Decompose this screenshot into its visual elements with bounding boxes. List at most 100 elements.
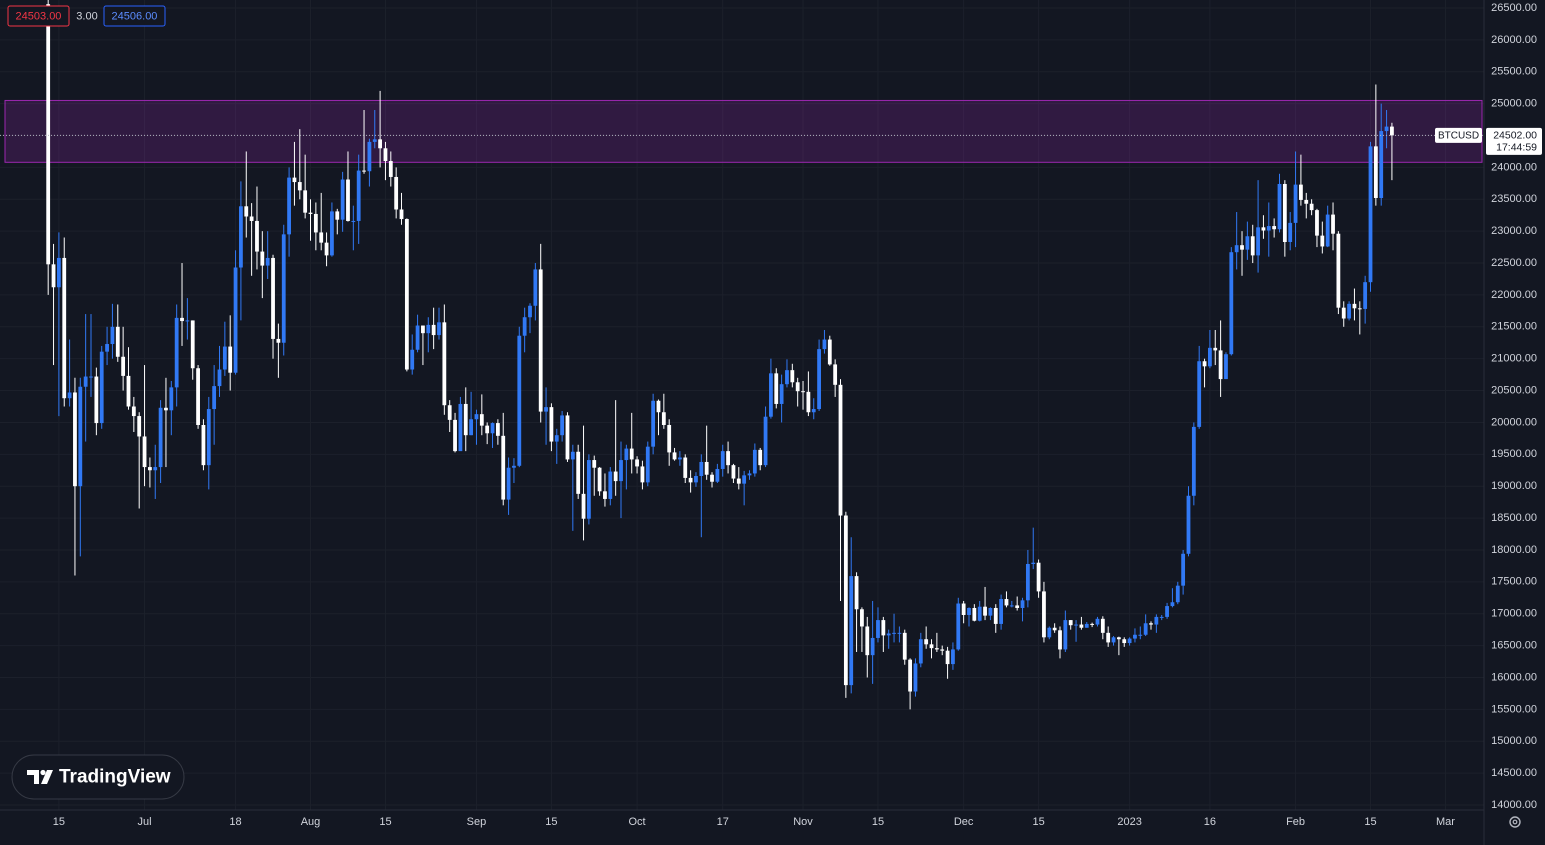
candle-body bbox=[843, 515, 848, 686]
candle-body bbox=[94, 376, 99, 424]
candle-body bbox=[1293, 184, 1298, 223]
candle-body bbox=[983, 606, 987, 616]
candle-body bbox=[517, 335, 522, 466]
candle-body bbox=[99, 351, 104, 424]
y-tick-label: 18500.00 bbox=[1491, 512, 1537, 524]
candle-body bbox=[1058, 630, 1062, 650]
candle-body bbox=[324, 242, 329, 256]
candle-body bbox=[458, 403, 463, 452]
candle-body bbox=[62, 257, 67, 399]
y-tick-label: 18000.00 bbox=[1491, 544, 1537, 556]
candle-body bbox=[1004, 599, 1009, 606]
x-tick-label: Feb bbox=[1286, 816, 1305, 828]
candle-body bbox=[1138, 634, 1143, 636]
candle-body bbox=[683, 457, 688, 478]
candle-body bbox=[1015, 605, 1020, 608]
candle-body bbox=[1186, 495, 1191, 554]
candle-body bbox=[421, 325, 425, 334]
candle-body bbox=[196, 368, 200, 425]
candle-body bbox=[1111, 637, 1116, 643]
candle-body bbox=[838, 384, 843, 516]
candle-body bbox=[174, 317, 179, 388]
candle-body bbox=[1309, 203, 1314, 211]
candle-body bbox=[287, 177, 291, 235]
candle-body bbox=[785, 370, 789, 385]
candle-body bbox=[1074, 624, 1078, 626]
candle-body bbox=[1181, 553, 1186, 586]
spread: 3.00 bbox=[76, 10, 97, 22]
candle-body bbox=[929, 644, 934, 649]
candle-body bbox=[860, 609, 864, 627]
candle-body bbox=[206, 409, 211, 466]
candle-body bbox=[292, 177, 297, 183]
candle-body bbox=[474, 414, 479, 420]
candle-body bbox=[222, 346, 227, 370]
candle-body bbox=[908, 659, 913, 692]
candle-body bbox=[495, 423, 500, 436]
y-tick-label: 16000.00 bbox=[1491, 671, 1537, 683]
candle-body bbox=[560, 415, 565, 436]
candle-body bbox=[1368, 146, 1373, 283]
candle-body bbox=[1347, 303, 1351, 319]
candle-body bbox=[147, 467, 152, 471]
candle-body bbox=[656, 400, 661, 413]
x-tick-label: 15 bbox=[379, 816, 391, 828]
candle-body bbox=[512, 465, 516, 468]
candle-body bbox=[51, 264, 56, 288]
candle-body bbox=[704, 461, 709, 475]
candle-body bbox=[260, 251, 265, 266]
candle-body bbox=[1272, 226, 1277, 230]
candle-body bbox=[164, 407, 168, 411]
candle-body bbox=[180, 317, 184, 322]
candle-body bbox=[78, 386, 83, 487]
ask-box bbox=[103, 5, 166, 27]
candle-body bbox=[1304, 199, 1309, 204]
candle-body bbox=[758, 449, 763, 466]
candle-body bbox=[1218, 350, 1223, 380]
candle-body bbox=[453, 419, 457, 452]
candle-body bbox=[967, 607, 971, 615]
candle-body bbox=[1084, 623, 1089, 628]
candle-body bbox=[137, 416, 142, 437]
candle-body bbox=[597, 467, 602, 492]
candle-body bbox=[1079, 624, 1084, 628]
x-tick-label: Sep bbox=[467, 816, 487, 828]
candle-body bbox=[265, 257, 270, 266]
candle-body bbox=[244, 206, 249, 217]
candle-body bbox=[362, 170, 366, 172]
y-tick-label: 17500.00 bbox=[1491, 576, 1537, 588]
candle-body bbox=[1373, 146, 1378, 199]
candle-body bbox=[105, 344, 109, 352]
x-tick-label: 15 bbox=[545, 816, 557, 828]
x-tick-label: 15 bbox=[1032, 816, 1044, 828]
candle-body bbox=[1106, 632, 1111, 643]
candle-body bbox=[463, 403, 468, 436]
x-tick-label: 15 bbox=[53, 816, 65, 828]
last-price-box bbox=[1486, 127, 1542, 155]
candle-body bbox=[383, 148, 388, 162]
price-zone bbox=[4, 99, 1483, 163]
y-tick-label: 22000.00 bbox=[1491, 289, 1537, 301]
candle-body bbox=[239, 206, 243, 268]
y-tick-label: 15000.00 bbox=[1491, 735, 1537, 747]
candle-body bbox=[415, 325, 420, 350]
candle-body bbox=[795, 382, 800, 392]
candle-body bbox=[619, 460, 623, 482]
candle-body bbox=[635, 459, 639, 467]
candle-body bbox=[1282, 183, 1287, 242]
candle-body bbox=[388, 161, 393, 177]
candle-body bbox=[742, 475, 747, 484]
candle-body bbox=[346, 179, 350, 221]
settings-icon[interactable] bbox=[1509, 816, 1521, 828]
candle-body bbox=[1299, 184, 1303, 200]
candle-body bbox=[212, 386, 217, 410]
candle-body bbox=[902, 632, 907, 660]
candle-body bbox=[1202, 361, 1207, 367]
gear bbox=[1509, 816, 1521, 828]
candle-body bbox=[169, 387, 174, 411]
bid-price: 24503.00 bbox=[16, 10, 62, 22]
brand-logo[interactable]: TradingView bbox=[11, 754, 185, 800]
candle-body bbox=[308, 212, 313, 214]
candle-body bbox=[806, 391, 811, 413]
